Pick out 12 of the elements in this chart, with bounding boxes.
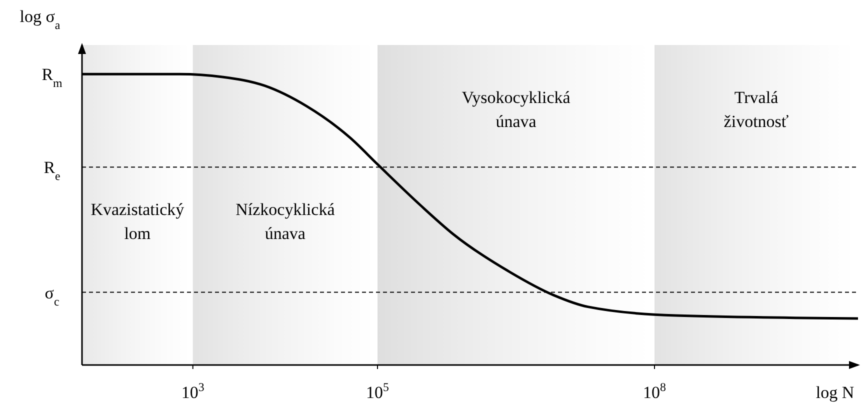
- x-tick-label: 10$^{3}$: [181, 380, 204, 402]
- x-tick-label: 10$^{5}$: [366, 380, 390, 402]
- ref-line-label: R$_{e}$: [44, 158, 60, 184]
- x-axis-title: log N: [816, 383, 854, 402]
- band-label: Vysokocyklická únava: [462, 88, 571, 131]
- band-label: Kvazistatický lom: [90, 200, 185, 243]
- band-label: Nízkocyklická únava: [236, 200, 336, 243]
- y-axis-title: log σ$_{a}$: [20, 7, 61, 32]
- annotation: R$_{m}$: [42, 65, 64, 90]
- x-tick-label: 10$^{8}$: [643, 380, 666, 402]
- ref-line-label: σ$_{c}$: [44, 283, 60, 308]
- band-label: Trvalá životnosť: [724, 88, 789, 131]
